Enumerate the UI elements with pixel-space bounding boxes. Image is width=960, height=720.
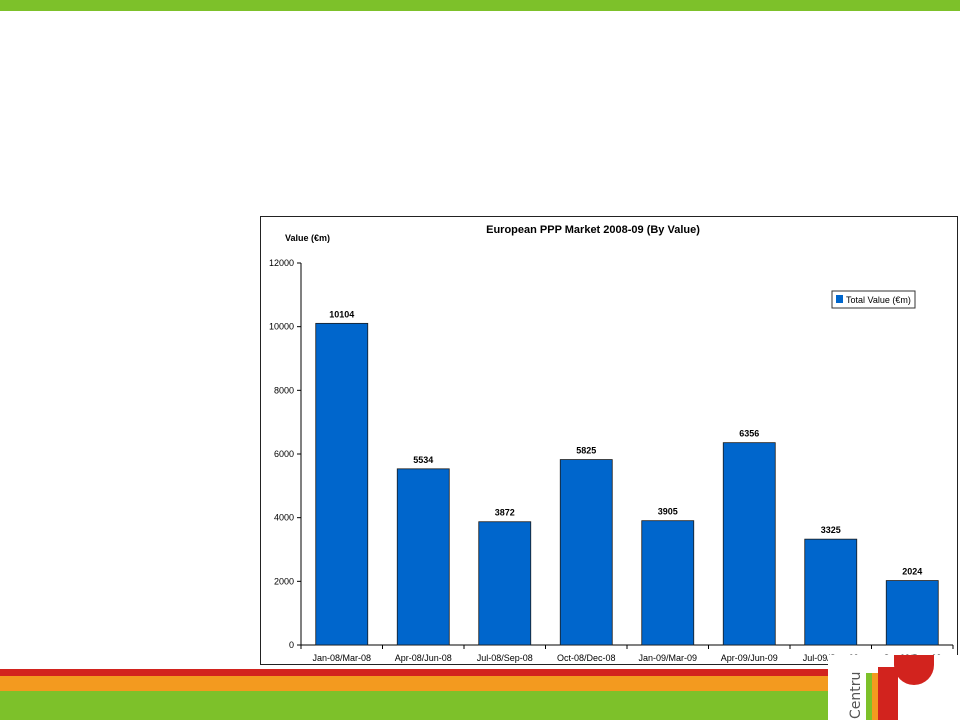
data-label: 10104 bbox=[329, 309, 354, 319]
bar bbox=[641, 520, 695, 646]
x-tick-label: Jan-08/Mar-08 bbox=[312, 653, 371, 663]
x-tick-label: Oct-08/Dec-08 bbox=[557, 653, 616, 663]
bar bbox=[804, 538, 858, 646]
bar bbox=[722, 442, 776, 646]
bar bbox=[885, 580, 939, 646]
chart-legend: Total Value (€m) bbox=[831, 290, 916, 309]
data-label: 3905 bbox=[658, 507, 678, 517]
logo-p-icon bbox=[866, 673, 872, 720]
y-tick-label: 4000 bbox=[274, 513, 294, 523]
bar-chart: European PPP Market 2008-09 (By Value) V… bbox=[269, 224, 954, 663]
x-tick-label: Jul-08/Sep-08 bbox=[477, 653, 533, 663]
top-accent-bar bbox=[0, 0, 960, 11]
logo-p-bowl bbox=[894, 655, 934, 685]
data-label: 2024 bbox=[902, 567, 922, 577]
brand-logo: Centru bbox=[828, 655, 960, 720]
footer-green-stripe bbox=[0, 691, 960, 720]
legend-label: Total Value (€m) bbox=[846, 295, 911, 305]
y-tick-label: 2000 bbox=[274, 576, 294, 586]
legend-swatch bbox=[836, 295, 843, 303]
legend-box bbox=[831, 290, 916, 309]
plot-area: 0 2000 4000 6000 8000 10000 12000 10104 Jan-08/M… bbox=[269, 258, 954, 663]
bar bbox=[396, 468, 450, 646]
x-tick-label: Apr-08/Jun-08 bbox=[395, 653, 452, 663]
y-tick-label: 12000 bbox=[269, 258, 294, 268]
footer-orange-stripe bbox=[0, 676, 960, 691]
footer-red-stripe bbox=[0, 669, 960, 676]
chart-title: European PPP Market 2008-09 (By Value) bbox=[486, 224, 700, 236]
logo-p-stem bbox=[878, 667, 898, 720]
data-label: 5825 bbox=[576, 446, 596, 456]
data-label: 5534 bbox=[413, 455, 433, 465]
y-tick-label: 10000 bbox=[269, 322, 294, 332]
bar bbox=[559, 459, 613, 646]
y-tick-label: 0 bbox=[289, 640, 294, 650]
y-tick-label: 8000 bbox=[274, 385, 294, 395]
y-axis-label: Value (€m) bbox=[285, 233, 330, 243]
x-tick-label: Apr-09/Jun-09 bbox=[721, 653, 778, 663]
data-label: 6356 bbox=[739, 429, 759, 439]
logo-p-stripe bbox=[872, 673, 878, 720]
bar bbox=[478, 521, 532, 646]
x-tick-label: Jan-09/Mar-09 bbox=[638, 653, 697, 663]
chart-panel: European PPP Market 2008-09 (By Value) V… bbox=[260, 216, 958, 665]
logo-text: Centru bbox=[848, 671, 864, 719]
data-label: 3872 bbox=[495, 508, 515, 518]
data-label: 3325 bbox=[821, 525, 841, 535]
y-tick-label: 6000 bbox=[274, 449, 294, 459]
bar bbox=[315, 322, 369, 646]
